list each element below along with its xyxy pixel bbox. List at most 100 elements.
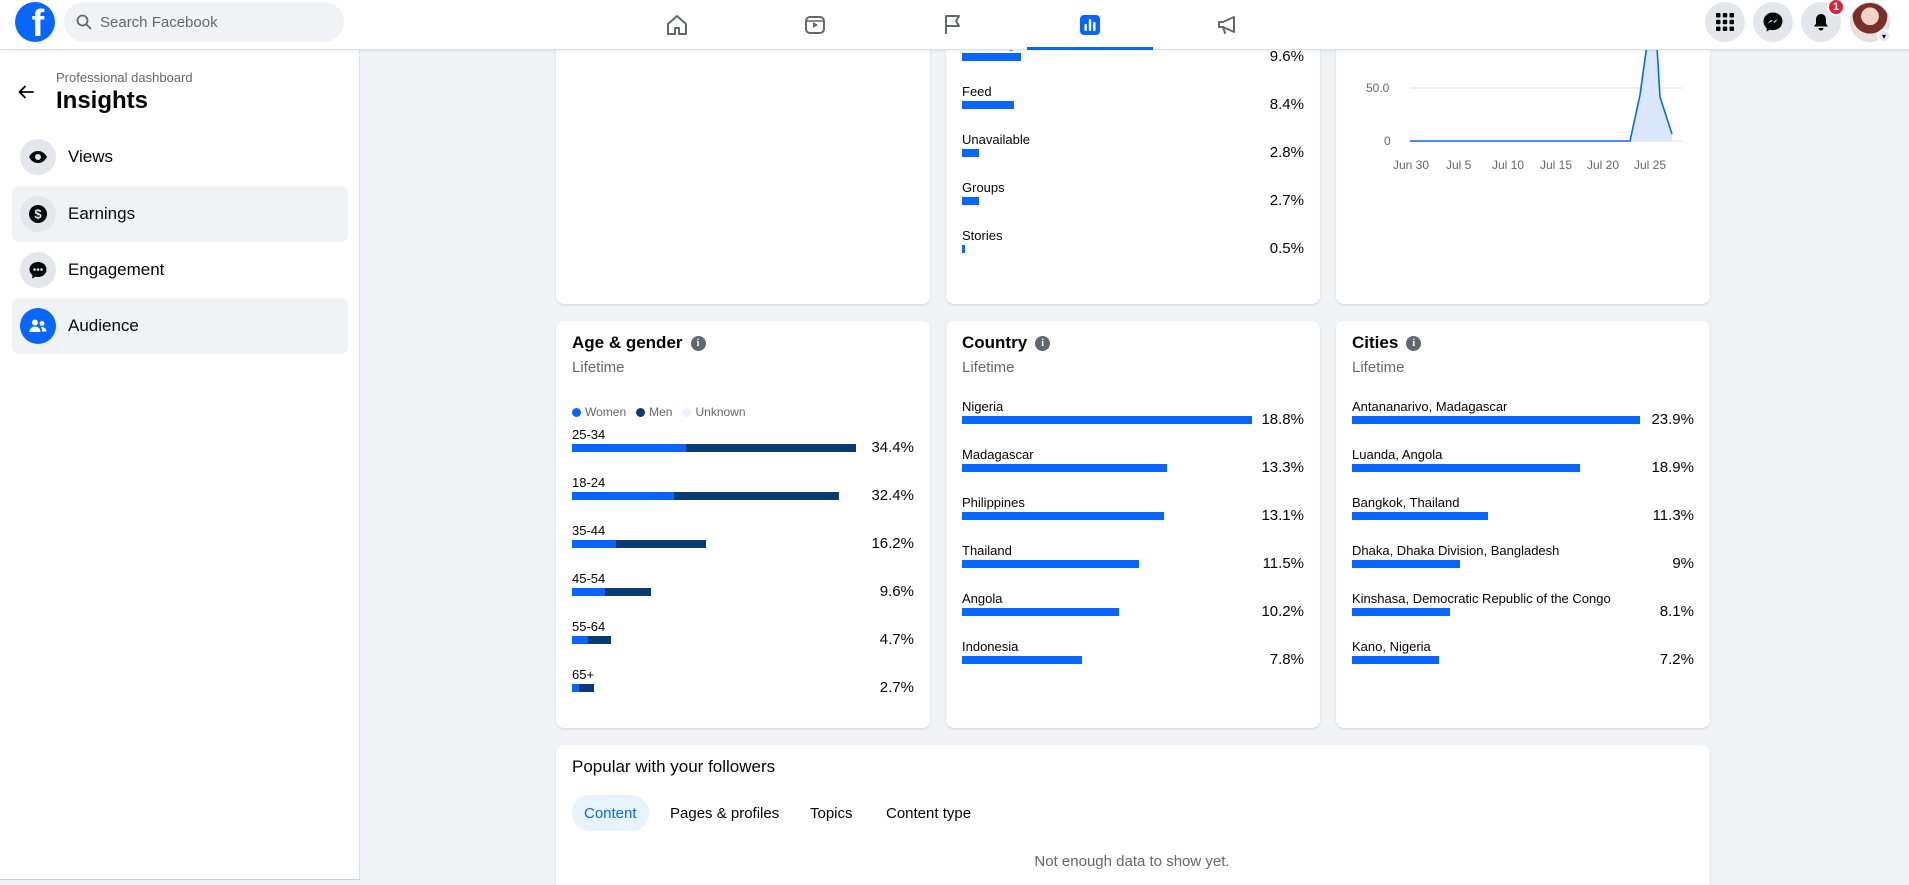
tab-content[interactable]: Content (572, 795, 649, 831)
age-row-men-bar[interactable] (578, 684, 595, 692)
svg-text:$: $ (34, 207, 42, 222)
city-row-label: Kano, Nigeria (1352, 639, 1431, 654)
city-row-bar[interactable] (1352, 464, 1580, 472)
info-icon[interactable]: i (690, 335, 706, 351)
city-row-bar[interactable] (1352, 656, 1439, 664)
facebook-logo-icon[interactable]: f (15, 2, 55, 42)
source-row-bar[interactable] (962, 53, 1022, 61)
country-row-label: Nigeria (962, 399, 1004, 414)
source-row-label: Groups (962, 180, 1005, 195)
sidebar-item-engagement[interactable]: Engagement (12, 242, 348, 298)
nav-video-tab[interactable] (752, 0, 878, 50)
profile-avatar[interactable]: ▾ (1850, 2, 1891, 43)
nav-home-tab[interactable] (614, 0, 740, 50)
trend-card: 50.0 0 Jun 30 Jul 5 Jul 10 Jul 15 Jul 20… (1336, 30, 1710, 304)
age-row-label: 35-44 (572, 523, 606, 538)
age-row-men-bar[interactable] (587, 636, 611, 644)
sidebar-item-audience[interactable]: Audience (12, 298, 348, 354)
source-row-bar[interactable] (962, 245, 966, 253)
country-row-bar[interactable] (962, 656, 1083, 664)
people-icon (20, 308, 56, 344)
nav-ads-tab[interactable] (1165, 0, 1291, 50)
search-input[interactable] (100, 13, 320, 31)
age-row-men-bar[interactable] (673, 492, 840, 500)
city-row-percentage: 11.3% (1652, 507, 1694, 524)
age-row-bar[interactable] (572, 636, 588, 644)
city-row-label: Bangkok, Thailand (1352, 495, 1460, 510)
city-row-label: Kinshasa, Democratic Republic of the Con… (1352, 591, 1611, 606)
card-title: Age & gender i (572, 333, 706, 353)
info-icon[interactable]: i (1035, 335, 1051, 351)
legend-unknown[interactable]: Unknown (682, 405, 746, 419)
card-title: Country i (962, 333, 1051, 353)
messenger-icon (1763, 12, 1783, 32)
card-subtitle: Lifetime (962, 359, 1015, 376)
home-icon (667, 15, 687, 35)
country-row-bar[interactable] (962, 560, 1140, 568)
search-box[interactable] (64, 2, 344, 42)
city-row-percentage: 9% (1672, 555, 1694, 572)
x-tick-label: Jul 10 (1492, 158, 1525, 172)
source-row-bar[interactable] (962, 101, 1014, 109)
notifications-button[interactable]: 1 (1801, 0, 1845, 42)
country-row-bar[interactable] (962, 512, 1165, 520)
breadcrumb[interactable]: Professional dashboard (56, 70, 193, 85)
age-row-bar[interactable] (572, 588, 606, 596)
country-row-bar[interactable] (962, 416, 1252, 424)
y-tick-label: 50.0 (1366, 81, 1390, 95)
x-tick-label: Jul 20 (1587, 158, 1620, 172)
age-row-bar[interactable] (572, 492, 674, 500)
info-icon[interactable]: i (1406, 335, 1422, 351)
country-row-bar[interactable] (962, 608, 1120, 616)
age-row-men-bar[interactable] (685, 444, 856, 452)
nav-pages-tab[interactable] (890, 0, 1016, 50)
country-row-label: Thailand (962, 543, 1012, 558)
age-row-percentage: 4.7% (879, 631, 914, 648)
insights-icon (1080, 15, 1100, 35)
tab-content-type[interactable]: Content type (886, 804, 972, 822)
legend-men[interactable]: Men (636, 405, 672, 419)
age-row-men-bar[interactable] (605, 588, 652, 596)
source-row-percentage: 8.4% (1269, 96, 1304, 113)
tab-pages-profiles[interactable]: Pages & profiles (670, 804, 780, 822)
source-row-bar[interactable] (962, 149, 980, 157)
dollar-icon: $ (20, 196, 56, 232)
country-row-percentage: 13.3% (1261, 459, 1304, 476)
tab-topics[interactable]: Topics (810, 804, 853, 822)
x-tick-label: Jul 15 (1540, 158, 1573, 172)
city-row-bar[interactable] (1352, 512, 1489, 520)
trend-chart (1410, 30, 1682, 142)
country-row-label: Philippines (962, 495, 1025, 510)
country-row-bar[interactable] (962, 464, 1168, 472)
city-row-bar[interactable] (1352, 560, 1461, 568)
menu-button[interactable] (1705, 2, 1745, 42)
age-row-bar[interactable] (572, 684, 579, 692)
country-title: Country (962, 333, 1028, 352)
x-tick-label: Jul 25 (1634, 158, 1667, 172)
city-row-percentage: 7.2% (1659, 651, 1694, 668)
sidebar-item-views[interactable]: Views (12, 129, 348, 185)
nav-insights-tab[interactable] (1027, 0, 1153, 50)
age-row-men-bar[interactable] (616, 540, 706, 548)
messenger-button[interactable] (1753, 2, 1793, 42)
card-subtitle: Lifetime (572, 359, 625, 376)
source-row-bar[interactable] (962, 197, 979, 205)
city-row-percentage: 8.1% (1659, 603, 1694, 620)
country-row-percentage: 10.2% (1261, 603, 1304, 620)
city-row-bar[interactable] (1352, 608, 1450, 616)
chevron-down-icon[interactable]: ▾ (1877, 29, 1891, 43)
legend-women[interactable]: Women (572, 405, 626, 419)
country-row-percentage: 13.1% (1261, 507, 1304, 524)
country-row-percentage: 11.5% (1262, 555, 1304, 572)
age-row-bar[interactable] (572, 540, 617, 548)
x-tick-label: Jul 5 (1446, 158, 1472, 172)
city-row-bar[interactable] (1352, 416, 1640, 424)
sidebar-footer (0, 879, 360, 885)
flag-icon (945, 15, 960, 34)
country-row-label: Madagascar (962, 447, 1034, 462)
country-row-label: Indonesia (962, 639, 1019, 654)
sidebar-item-earnings[interactable]: $ Earnings (12, 186, 348, 242)
age-row-bar[interactable] (572, 444, 686, 452)
age-row-percentage: 2.7% (879, 679, 914, 696)
back-button[interactable] (14, 80, 38, 104)
